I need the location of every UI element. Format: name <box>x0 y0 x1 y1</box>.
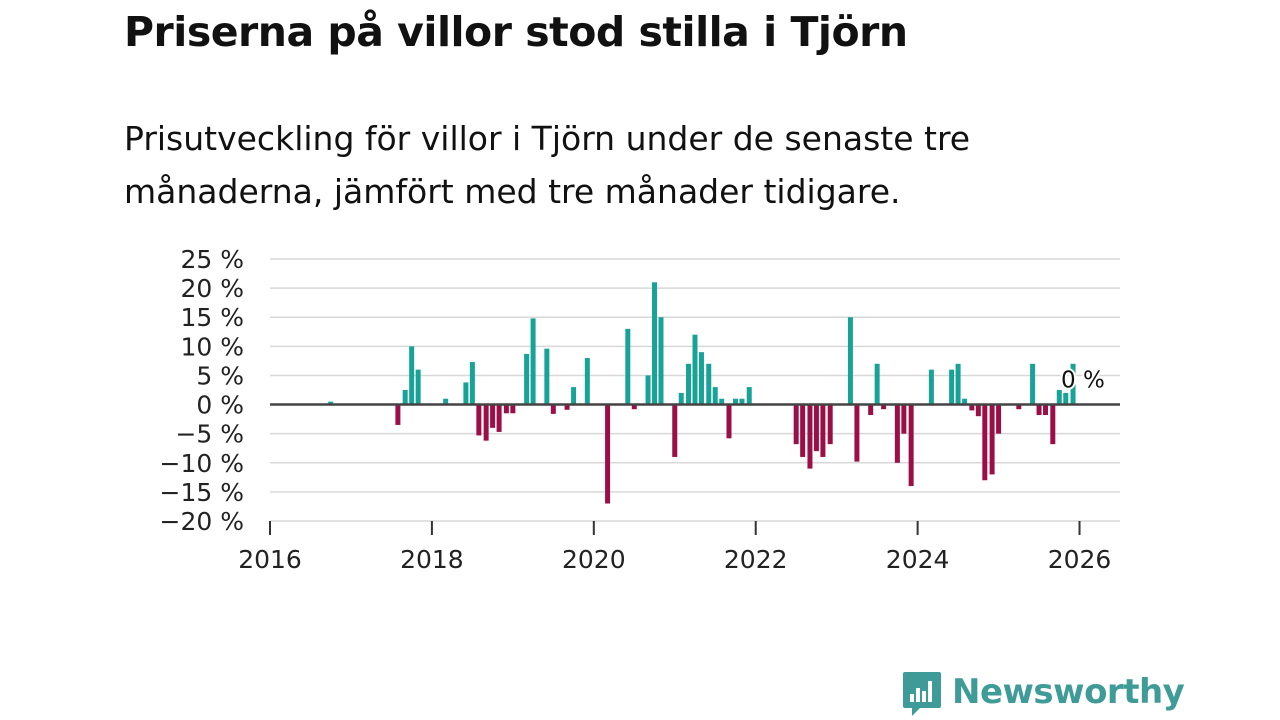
bar <box>658 317 664 405</box>
bar <box>564 404 570 410</box>
bar <box>1070 363 1076 405</box>
bar <box>868 404 874 416</box>
bar <box>955 363 961 405</box>
y-tick-label: 0 % <box>196 391 244 420</box>
bar <box>631 404 637 410</box>
bar <box>652 282 658 405</box>
bar <box>328 401 334 405</box>
bar <box>969 404 975 411</box>
labels: 25 %20 %15 %10 %5 %0 %−5 %−10 %−15 %−20 … <box>160 245 1112 574</box>
bar <box>854 404 860 462</box>
bar <box>395 404 401 425</box>
y-tick-label: 20 % <box>180 274 244 303</box>
bar <box>996 404 1002 434</box>
bar <box>443 398 449 405</box>
bar <box>463 382 469 405</box>
bar <box>908 404 914 487</box>
last-value-annotation: 0 % <box>1061 368 1105 394</box>
bar <box>415 369 421 405</box>
bar <box>584 357 590 405</box>
bar <box>1016 404 1022 410</box>
x-tick-label: 2016 <box>238 545 302 574</box>
y-tick-label: −20 % <box>160 507 244 536</box>
bar <box>813 404 819 452</box>
bar <box>1050 404 1056 445</box>
bar <box>530 318 536 405</box>
bar <box>692 334 698 405</box>
bar <box>820 404 826 457</box>
bar <box>496 404 502 432</box>
chart-subtitle: Prisutveckling för villor i Tjörn under … <box>124 119 971 211</box>
bar <box>698 352 704 405</box>
bar <box>476 404 482 436</box>
bar <box>989 404 995 475</box>
bar <box>928 369 934 405</box>
bar <box>544 348 550 405</box>
bar <box>719 398 725 405</box>
bar <box>672 404 678 457</box>
bar <box>550 404 556 414</box>
y-tick-label: 25 % <box>180 245 244 274</box>
bar <box>827 404 833 445</box>
bar <box>571 387 577 405</box>
bars <box>328 282 1076 504</box>
y-tick-label: 10 % <box>180 332 244 361</box>
bar <box>881 404 887 410</box>
brand-name: Newsworthy <box>952 672 1185 712</box>
bar <box>732 398 738 405</box>
bar <box>645 375 651 405</box>
bar <box>726 404 732 439</box>
bar <box>975 404 981 417</box>
bar <box>1063 392 1069 405</box>
y-tick-label: 5 % <box>196 361 244 390</box>
brand-logo: Newsworthy <box>902 670 1185 720</box>
chart-title: Priserna på villor stod stilla i Tjörn <box>124 8 908 56</box>
bar <box>901 404 907 434</box>
bar <box>605 404 611 504</box>
y-tick-label: −15 % <box>160 478 244 507</box>
bar <box>1036 404 1042 416</box>
bar <box>739 398 745 405</box>
bar <box>712 387 718 405</box>
bar <box>678 392 684 405</box>
newsworthy-logo-icon <box>903 672 941 716</box>
bar <box>483 404 489 441</box>
bar <box>402 390 408 405</box>
bar <box>793 404 799 445</box>
x-tick-label: 2026 <box>1048 545 1112 574</box>
x-tick-label: 2022 <box>724 545 788 574</box>
bar <box>962 398 968 405</box>
bar <box>503 404 509 414</box>
bar <box>686 363 692 405</box>
x-tick-label: 2020 <box>562 545 626 574</box>
bar <box>874 363 880 405</box>
bar <box>807 404 813 469</box>
bar <box>1030 363 1036 405</box>
bar <box>1043 404 1049 416</box>
bar <box>949 369 955 405</box>
x-tick-label: 2018 <box>400 545 464 574</box>
bar <box>894 404 900 463</box>
y-tick-label: −10 % <box>160 449 244 478</box>
bar <box>1056 390 1062 405</box>
bar <box>746 387 752 405</box>
bar <box>847 317 853 405</box>
x-tick-label: 2024 <box>886 545 950 574</box>
bar <box>800 404 806 457</box>
axes <box>269 403 1120 535</box>
bar <box>982 404 988 481</box>
bar <box>490 404 496 428</box>
bar <box>706 363 712 405</box>
bar <box>469 362 475 405</box>
bar <box>625 328 631 405</box>
bar <box>524 353 530 405</box>
bar <box>409 346 415 405</box>
y-tick-label: −5 % <box>175 420 244 449</box>
y-tick-label: 15 % <box>180 303 244 332</box>
bar <box>510 404 516 414</box>
